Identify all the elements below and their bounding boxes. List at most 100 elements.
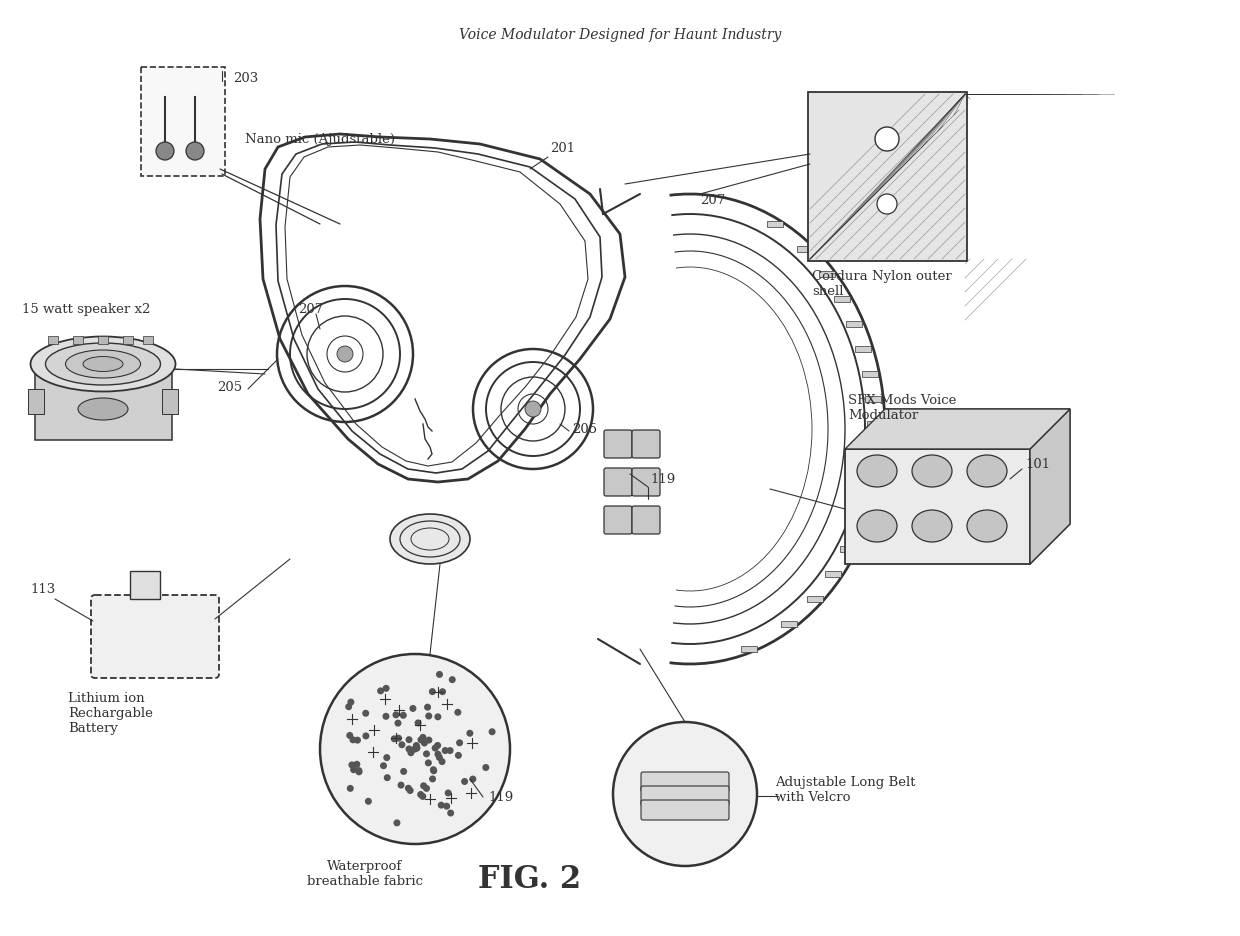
Circle shape (413, 745, 420, 752)
Circle shape (408, 750, 414, 756)
Bar (123, 337, 133, 344)
Bar (858, 496, 874, 503)
Ellipse shape (911, 510, 952, 543)
Circle shape (396, 735, 402, 742)
Circle shape (345, 704, 352, 710)
Circle shape (393, 820, 401, 826)
Circle shape (398, 782, 404, 789)
Circle shape (392, 711, 399, 719)
Text: 119: 119 (650, 473, 676, 486)
Text: 207: 207 (298, 303, 324, 316)
Bar (863, 472, 879, 477)
Circle shape (448, 810, 454, 816)
Circle shape (398, 741, 405, 749)
Circle shape (412, 746, 418, 753)
Circle shape (382, 713, 389, 720)
Text: 201: 201 (551, 141, 575, 154)
Circle shape (407, 747, 414, 753)
Circle shape (439, 689, 446, 695)
Ellipse shape (857, 456, 897, 488)
Circle shape (439, 758, 445, 766)
Circle shape (430, 767, 436, 773)
Bar (29, 389, 43, 415)
FancyBboxPatch shape (808, 93, 967, 262)
Circle shape (456, 739, 463, 747)
Circle shape (436, 754, 443, 761)
Ellipse shape (391, 515, 470, 564)
Text: Voice Modulator Designed for Haunt Industry: Voice Modulator Designed for Haunt Indus… (459, 28, 781, 42)
Text: 119: 119 (489, 791, 513, 804)
Circle shape (436, 671, 443, 679)
Circle shape (420, 782, 427, 789)
Bar (797, 247, 813, 253)
Circle shape (417, 791, 424, 798)
Bar (851, 521, 867, 528)
Circle shape (362, 733, 370, 739)
Circle shape (438, 802, 445, 809)
Ellipse shape (911, 456, 952, 488)
Circle shape (347, 785, 353, 792)
Bar (740, 647, 756, 652)
FancyBboxPatch shape (604, 506, 632, 534)
Bar (73, 337, 83, 344)
Circle shape (347, 699, 355, 706)
Bar (98, 337, 108, 344)
Circle shape (377, 688, 384, 695)
Polygon shape (885, 410, 1070, 564)
Bar (807, 596, 822, 603)
Text: 207: 207 (701, 194, 725, 206)
Circle shape (425, 712, 433, 720)
Circle shape (383, 685, 389, 692)
FancyBboxPatch shape (641, 772, 729, 792)
Ellipse shape (78, 399, 128, 420)
Circle shape (419, 793, 427, 800)
Text: 205: 205 (572, 423, 598, 436)
Polygon shape (844, 449, 1030, 564)
Circle shape (525, 402, 541, 417)
Circle shape (394, 720, 402, 727)
FancyBboxPatch shape (604, 469, 632, 496)
Circle shape (461, 778, 469, 785)
Circle shape (405, 746, 413, 753)
FancyBboxPatch shape (141, 68, 224, 177)
FancyBboxPatch shape (632, 431, 660, 459)
Circle shape (356, 768, 362, 774)
Circle shape (405, 737, 413, 743)
Circle shape (445, 790, 451, 797)
Circle shape (429, 776, 436, 782)
Text: 205: 205 (217, 381, 242, 394)
Circle shape (353, 737, 361, 744)
Bar (866, 397, 882, 402)
Circle shape (432, 745, 439, 752)
FancyBboxPatch shape (35, 373, 172, 441)
Circle shape (420, 739, 428, 747)
Ellipse shape (46, 344, 160, 386)
Circle shape (434, 713, 441, 721)
Ellipse shape (967, 510, 1007, 543)
Ellipse shape (967, 456, 1007, 488)
Circle shape (383, 754, 391, 761)
Text: Cordura Nylon outer
shell: Cordura Nylon outer shell (812, 270, 952, 298)
Circle shape (419, 734, 427, 741)
Circle shape (346, 732, 353, 739)
Circle shape (337, 346, 353, 362)
Circle shape (613, 723, 756, 866)
Circle shape (186, 143, 205, 161)
Circle shape (353, 761, 361, 768)
Ellipse shape (83, 358, 123, 373)
Circle shape (482, 764, 490, 771)
Circle shape (348, 762, 356, 768)
Circle shape (424, 704, 432, 711)
Circle shape (383, 774, 391, 782)
FancyBboxPatch shape (91, 595, 219, 679)
Bar (143, 337, 153, 344)
Bar (768, 222, 784, 227)
Circle shape (466, 730, 474, 737)
Circle shape (399, 712, 407, 719)
Bar (856, 346, 872, 353)
Circle shape (365, 797, 372, 805)
Text: 113: 113 (30, 583, 56, 596)
Text: Lithium ion
Rechargable
Battery: Lithium ion Rechargable Battery (68, 692, 153, 734)
Circle shape (429, 688, 436, 695)
Text: FIG. 2: FIG. 2 (479, 863, 582, 894)
